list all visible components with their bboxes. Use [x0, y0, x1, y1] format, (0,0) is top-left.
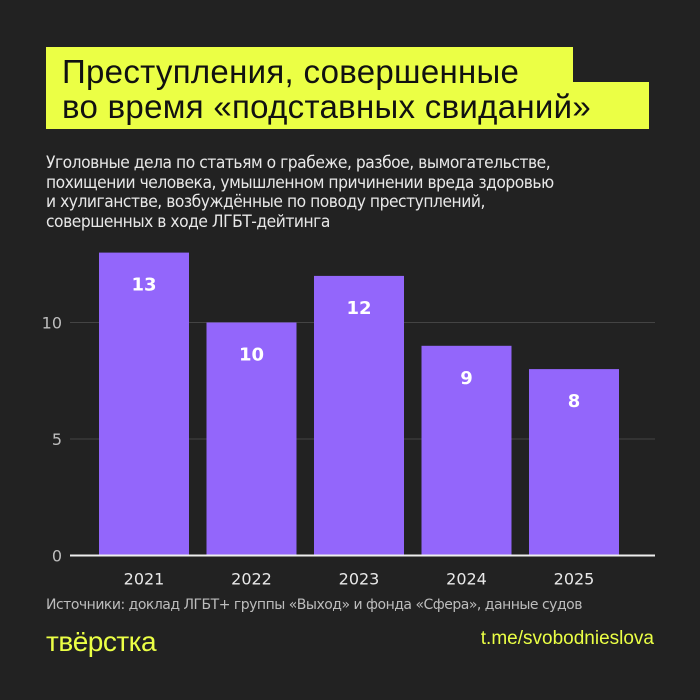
- title-highlight-bottom: [46, 82, 649, 129]
- data-label: 13: [131, 275, 156, 296]
- logo: твёрстка: [46, 626, 157, 657]
- x-tick-label: 2023: [339, 570, 380, 589]
- telegram-link[interactable]: t.me/svobodnieslova: [480, 628, 654, 649]
- bar: [529, 369, 619, 556]
- source-note: Источники: доклад ЛГБТ+ группы «Выход» и…: [46, 597, 582, 613]
- bar: [421, 345, 512, 556]
- subtitle-line: и хулиганстве, возбуждённые по поводу пр…: [46, 192, 485, 211]
- data-label: 8: [568, 391, 581, 412]
- title-line-2: во время «подставных свиданий»: [62, 88, 592, 125]
- subtitle: Уголовные дела по статьям о грабеже, раз…: [46, 153, 648, 231]
- x-tick-label: 2024: [446, 570, 487, 589]
- x-tick-label: 2022: [231, 570, 272, 589]
- subtitle-line: совершенных в ходе ЛГБТ-дейтинга: [46, 211, 330, 231]
- x-tick-label: 2025: [554, 570, 595, 589]
- subtitle-line: Уголовные дела по статьям о грабеже, раз…: [46, 153, 551, 172]
- data-label: 12: [346, 298, 371, 319]
- data-label: 10: [239, 345, 264, 366]
- y-tick-label: 5: [52, 430, 62, 449]
- subtitle-line: похищении человека, умышленном причинени…: [46, 172, 554, 192]
- y-tick-label: 10: [42, 314, 62, 333]
- logo-e: ё: [72, 626, 89, 657]
- title-line-1: Преступления, совершенные: [62, 53, 520, 90]
- bar: [99, 252, 189, 556]
- x-tick-label: 2021: [124, 570, 165, 589]
- data-label: 9: [460, 368, 473, 389]
- bar: [314, 275, 404, 556]
- y-tick-label: 0: [52, 547, 62, 566]
- bar: [206, 322, 297, 556]
